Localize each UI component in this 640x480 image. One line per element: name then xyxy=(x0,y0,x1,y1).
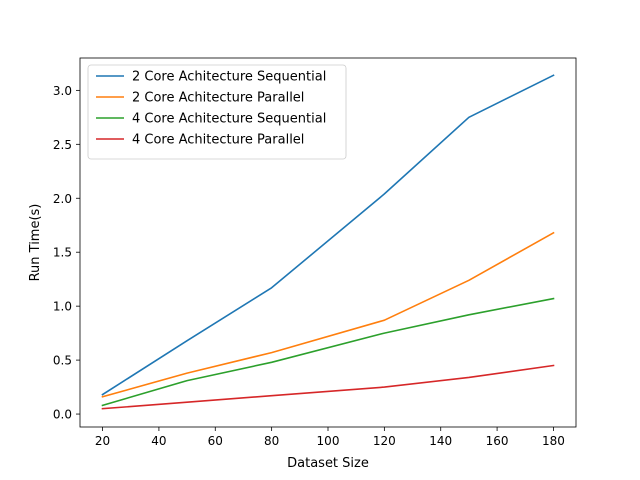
y-tick-label: 0.5 xyxy=(53,354,72,368)
y-tick-label: 2.5 xyxy=(53,138,72,152)
x-tick-label: 120 xyxy=(373,434,396,448)
legend-label: 4 Core Achitecture Sequential xyxy=(132,112,326,127)
x-axis-label: Dataset Size xyxy=(287,456,369,471)
series-line-4 xyxy=(101,364,555,410)
x-tick-label: 20 xyxy=(95,434,110,448)
legend-label: 2 Core Achitecture Parallel xyxy=(132,91,304,106)
y-tick-label: 1.0 xyxy=(53,300,72,314)
series-line-1 xyxy=(101,74,555,396)
y-tick-label: 3.0 xyxy=(53,84,72,98)
y-tick-label: 2.0 xyxy=(53,192,72,206)
series-line-2 xyxy=(101,231,555,398)
y-axis-label: Run Time(s) xyxy=(28,204,43,282)
legend: 2 Core Achitecture Sequential 2 Core Achi… xyxy=(87,64,347,160)
x-tick-label: 80 xyxy=(264,434,279,448)
x-axis-ticks: 20 40 60 80 100 120 140 160 180 xyxy=(95,427,565,448)
x-tick-label: 140 xyxy=(429,434,452,448)
y-tick-label: 1.5 xyxy=(53,246,72,260)
y-tick-label: 0.0 xyxy=(53,408,72,422)
y-axis-ticks: 0.0 0.5 1.0 1.5 2.0 2.5 3.0 xyxy=(53,84,80,422)
legend-box xyxy=(87,64,347,160)
series-lines xyxy=(101,74,555,410)
legend-label: 4 Core Achitecture Parallel xyxy=(132,133,304,148)
legend-label: 2 Core Achitecture Sequential xyxy=(132,70,326,85)
x-tick-label: 160 xyxy=(486,434,509,448)
x-tick-label: 180 xyxy=(542,434,565,448)
x-tick-label: 100 xyxy=(317,434,340,448)
series-line-3 xyxy=(101,297,555,407)
x-tick-label: 60 xyxy=(208,434,223,448)
x-tick-label: 40 xyxy=(151,434,166,448)
